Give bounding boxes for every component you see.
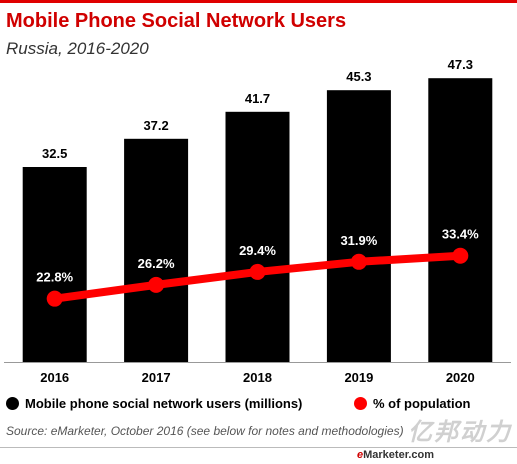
line-point-2016	[46, 290, 63, 307]
footer-rule	[0, 447, 517, 448]
x-tick-label-2019: 2019	[344, 370, 373, 385]
bar-2020	[428, 78, 493, 362]
bar-2018	[225, 111, 290, 362]
x-tick-label-2020: 2020	[446, 370, 475, 385]
bar-2019	[326, 90, 391, 362]
bar-value-label-2017: 37.2	[143, 118, 168, 133]
brand-logo-e: e	[357, 449, 364, 461]
bar-value-label-2020: 47.3	[448, 57, 473, 72]
bar-value-label-2016: 32.5	[42, 146, 67, 161]
bar-2017	[124, 138, 189, 362]
legend-label-bars: Mobile phone social network users (milli…	[25, 396, 303, 411]
bar-value-label-2019: 45.3	[346, 69, 371, 84]
line-point-2017	[148, 276, 165, 293]
line-point-2018	[249, 263, 266, 280]
bar-2016	[22, 167, 87, 362]
line-value-label-2016: 22.8%	[36, 270, 73, 285]
bar-value-label-2018: 41.7	[245, 91, 270, 106]
x-tick-label-2018: 2018	[243, 370, 272, 385]
legend-swatch-line	[354, 397, 367, 410]
source-note: Source: eMarketer, October 2016 (see bel…	[6, 424, 404, 438]
line-point-2020	[452, 247, 469, 264]
x-tick-label-2017: 2017	[142, 370, 171, 385]
brand-logo-text: Marketer.com	[363, 449, 435, 461]
legend-swatch-bars	[6, 397, 19, 410]
brand-logo: eMarketer.com	[357, 449, 434, 461]
line-value-label-2018: 29.4%	[239, 243, 276, 258]
chart-legend: Mobile phone social network users (milli…	[6, 396, 511, 416]
line-point-2019	[350, 253, 367, 270]
x-tick-label-2016: 2016	[40, 370, 69, 385]
line-value-label-2017: 26.2%	[138, 256, 175, 271]
legend-item-bars: Mobile phone social network users (milli…	[6, 396, 302, 411]
chart-title: Mobile Phone Social Network Users	[6, 10, 347, 32]
legend-item-line: % of population	[354, 396, 470, 411]
legend-label-line: % of population	[373, 396, 471, 411]
top-accent-rule	[0, 0, 517, 3]
watermark: 亿邦动力	[408, 419, 512, 446]
chart-subtitle: Russia, 2016-2020	[6, 39, 149, 58]
line-value-label-2020: 33.4%	[442, 227, 479, 242]
line-value-label-2019: 31.9%	[340, 233, 377, 248]
